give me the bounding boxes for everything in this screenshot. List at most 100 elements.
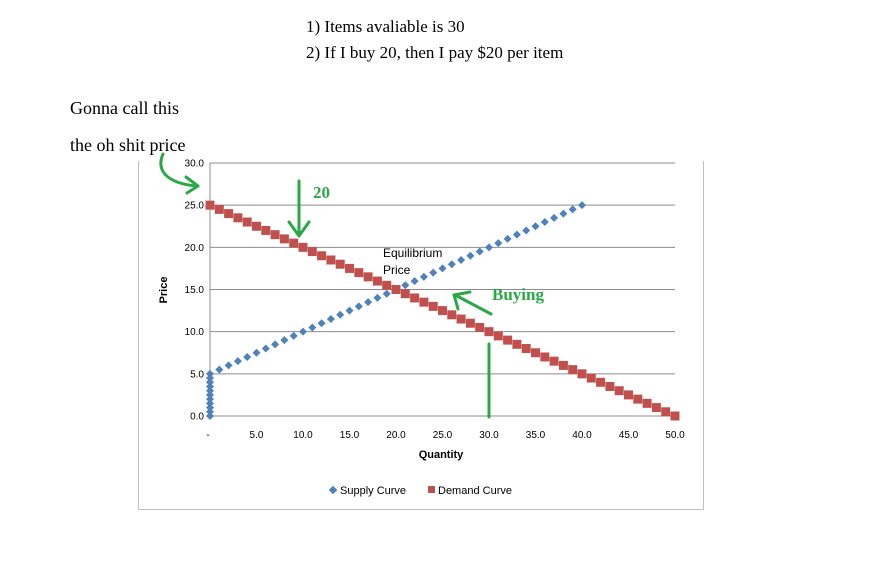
- supply-point: [429, 268, 438, 277]
- demand-point: [307, 247, 317, 257]
- x-tick-label: -: [206, 430, 209, 441]
- demand-point: [214, 204, 224, 214]
- demand-point: [586, 373, 596, 383]
- supply-point: [206, 374, 214, 383]
- supply-point: [373, 293, 382, 302]
- gridlines: [209, 162, 675, 417]
- x-tick-labels: - 5.0 10.0 15.0 20.0 25.0 30.0 35.0 40.0 45.0 50.0: [206, 430, 685, 441]
- y-tick-label: 15.0: [185, 285, 205, 296]
- demand-point: [428, 301, 438, 311]
- supply-point: [345, 306, 354, 315]
- demand-point: [521, 344, 531, 354]
- equilibrium-label-line2: Price: [383, 263, 411, 277]
- note-items-available: 1) Items avaliable is 30: [306, 17, 465, 36]
- buying-label: Buying: [492, 285, 544, 304]
- y-tick-label: 20.0: [185, 243, 205, 254]
- supply-point: [531, 222, 540, 231]
- demand-point: [372, 276, 382, 286]
- demand-point: [503, 335, 513, 345]
- demand-point: [531, 348, 540, 358]
- demand-point: [512, 339, 522, 349]
- demand-point: [391, 285, 401, 294]
- supply-point: [466, 251, 475, 260]
- supply-point: [550, 213, 559, 222]
- oh-shit-arrowhead: [184, 175, 200, 195]
- demand-point: [326, 255, 336, 265]
- supply-point: [206, 403, 214, 412]
- demand-point: [298, 242, 308, 252]
- y-axis-title: Price: [158, 277, 170, 304]
- demand-point: [317, 251, 327, 261]
- equilibrium-label-line1: Equilibrium: [383, 246, 442, 260]
- demand-point: [558, 360, 568, 370]
- supply-point: [206, 369, 214, 378]
- supply-point: [243, 352, 252, 361]
- demand-point: [484, 327, 494, 337]
- demand-point: [252, 221, 261, 231]
- demand-point: [224, 209, 234, 219]
- supply-point: [280, 336, 289, 345]
- supply-point: [308, 323, 317, 332]
- demand-point: [670, 411, 680, 421]
- demand-point: [633, 394, 643, 404]
- demand-point: [270, 230, 280, 240]
- x-tick-label: 40.0: [572, 430, 592, 441]
- supply-point: [503, 234, 512, 243]
- x-axis-title: Quantity: [419, 449, 464, 461]
- demand-point: [596, 377, 606, 387]
- supply-point: [410, 277, 419, 286]
- demand-point: [549, 356, 559, 366]
- note-oh-shit-line1: Gonna call this: [70, 98, 179, 118]
- demand-point: [614, 386, 624, 396]
- x-tick-label: 50.0: [665, 430, 685, 441]
- demand-point: [624, 390, 633, 400]
- supply-point: [206, 407, 214, 416]
- legend: Supply Curve Demand Curve: [328, 485, 512, 497]
- supply-point: [512, 230, 521, 239]
- x-tick-label: 5.0: [250, 430, 264, 441]
- supply-point: [401, 281, 410, 290]
- y-tick-label: 10.0: [185, 327, 205, 338]
- supply-series: [206, 201, 586, 420]
- supply-point: [336, 310, 345, 319]
- x-tick-label: 15.0: [340, 430, 360, 441]
- demand-point: [642, 398, 652, 408]
- legend-demand-label: Demand Curve: [438, 485, 512, 497]
- supply-point: [289, 331, 298, 340]
- y-tick-labels: 0.0 5.0 10.0 15.0 20.0 25.0 30.0: [185, 159, 205, 423]
- supply-point: [271, 340, 280, 349]
- supply-point: [364, 298, 373, 307]
- demand-point: [465, 318, 475, 328]
- demand-point: [419, 297, 429, 307]
- supply-point: [206, 382, 214, 391]
- supply-point: [494, 239, 503, 248]
- supply-point: [540, 218, 549, 227]
- supply-point: [206, 395, 214, 404]
- demand-point: [261, 225, 271, 235]
- supply-point: [317, 319, 326, 328]
- demand-series: [205, 200, 680, 421]
- x-tick-label: 20.0: [386, 430, 406, 441]
- supply-point: [457, 255, 466, 264]
- supply-point: [475, 247, 484, 256]
- supply-point: [206, 378, 214, 387]
- supply-point: [206, 399, 214, 408]
- demand-point: [354, 268, 364, 278]
- demand-point: [540, 352, 550, 362]
- demand-point: [661, 407, 671, 417]
- demand-point: [279, 234, 289, 244]
- demand-point: [493, 331, 503, 341]
- x-tick-label: 25.0: [433, 430, 453, 441]
- demand-point: [363, 272, 373, 282]
- supply-point: [206, 386, 214, 395]
- demand-point: [400, 289, 410, 299]
- twenty-arrowhead: [287, 220, 311, 238]
- supply-point: [485, 243, 493, 252]
- demand-point: [242, 217, 252, 227]
- supply-point: [419, 272, 428, 281]
- y-tick-label: 5.0: [190, 369, 204, 380]
- y-tick-label: 30.0: [185, 159, 205, 170]
- supply-point: [224, 361, 233, 370]
- demand-point: [233, 213, 243, 223]
